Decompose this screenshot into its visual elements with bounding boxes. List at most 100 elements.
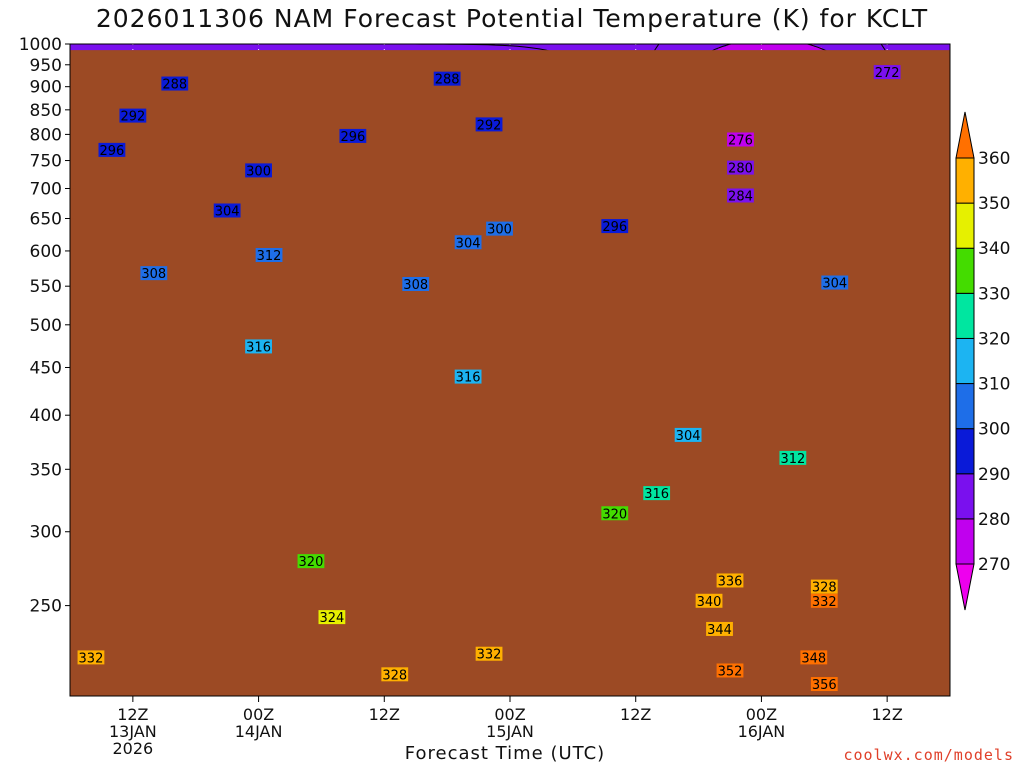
y-tick-label: 350 (30, 460, 62, 480)
contour-label: 300 (246, 164, 271, 179)
colorbar-band (955, 473, 975, 520)
contour-label: 276 (728, 133, 753, 148)
contour-label-bg (643, 486, 671, 501)
x-tick-label: 13JAN (109, 722, 157, 741)
contour-label-bg (297, 554, 325, 569)
credit-link[interactable]: coolwx.com/models (843, 746, 1014, 764)
colorbar-tick-label: 290 (978, 465, 1010, 485)
contour-label: 332 (477, 648, 502, 663)
contour-label: 288 (435, 73, 460, 88)
colorbar-tick-label: 320 (978, 329, 1010, 349)
colorbar-top-arrow (955, 111, 975, 159)
contour-label-bg (161, 76, 189, 91)
contour-label-bg (98, 142, 126, 157)
contour-label: 320 (602, 507, 627, 522)
contour-label: 344 (707, 623, 732, 638)
contour-label-bg (821, 275, 849, 290)
y-tick-label: 900 (30, 78, 62, 98)
x-tick-label: 16JAN (738, 722, 786, 741)
contour-label-bg (716, 663, 744, 678)
colorbar-band (955, 292, 975, 339)
contour-label-bg (255, 248, 283, 263)
contour-label: 272 (875, 66, 900, 81)
x-tick-label: 00Z (243, 705, 274, 724)
contour-label-bg (245, 339, 272, 354)
colorbar-band (955, 337, 975, 385)
contour-label: 320 (299, 555, 324, 570)
colorbar-bottom-arrow (955, 563, 975, 611)
colorbar-tick-label: 350 (978, 194, 1010, 214)
x-tick-label: 14JAN (235, 722, 283, 741)
contour-label: 292 (477, 118, 502, 133)
contour-label-bg (810, 677, 838, 692)
x-tick-label: 12Z (117, 705, 148, 724)
contour-label-bg (810, 593, 838, 608)
y-tick-label: 400 (30, 406, 62, 426)
contour-label: 328 (812, 581, 837, 596)
colorbar-tick-label: 270 (978, 555, 1010, 575)
contour-label: 296 (602, 220, 627, 235)
contour-label-bg (601, 219, 629, 234)
x-axis-label: Forecast Time (UTC) (330, 743, 680, 764)
contour-label-bg (727, 188, 754, 203)
contour-label-bg (695, 593, 723, 608)
contour-label-bg (674, 427, 702, 442)
y-tick-label: 800 (30, 125, 62, 145)
contour-label-bg (873, 65, 901, 80)
contour-label-bg (381, 667, 409, 682)
contour-label: 288 (162, 78, 187, 93)
colorbar-band (955, 383, 975, 430)
contour-label-bg (716, 573, 744, 588)
y-tick-label: 750 (30, 152, 62, 172)
contour-label-bg (402, 276, 430, 291)
contour-label: 308 (403, 278, 428, 293)
y-tick-label: 950 (30, 56, 62, 76)
contour-label: 304 (676, 429, 701, 444)
y-tick-label: 250 (30, 597, 62, 617)
y-tick-label: 1000 (19, 35, 62, 55)
contour-label-bg (454, 235, 482, 250)
x-tick-label: 12Z (871, 705, 902, 724)
colorbar: 270 280 290 300 310 320 330 340 350 360 (955, 111, 1010, 611)
contour-label: 312 (257, 249, 282, 264)
y-tick-label: 500 (30, 316, 62, 336)
y-tick-label: 450 (30, 358, 62, 378)
contour-label-bg (475, 646, 503, 661)
contour-label: 356 (812, 678, 837, 693)
contour-label: 304 (822, 277, 847, 292)
colorbar-tick-label: 330 (978, 284, 1010, 304)
contour-label: 336 (718, 574, 743, 589)
x-tick-label: 2026 (112, 739, 153, 758)
contour-label-bg (800, 650, 828, 665)
contour-label: 352 (718, 664, 743, 679)
contour-label: 312 (780, 452, 805, 467)
x-tick-label: 12Z (369, 705, 400, 724)
colorbar-tick-label: 280 (978, 510, 1010, 530)
contour-label-layer: 3323283323243203523563483443403363323283… (77, 65, 901, 693)
contour-label: 332 (812, 595, 837, 610)
colorbar-band (955, 428, 975, 475)
contour-label-bg (140, 266, 168, 281)
x-tick-label: 15JAN (486, 722, 534, 741)
contour-label: 316 (644, 487, 669, 502)
y-tick-label: 600 (30, 242, 62, 262)
contour-label-bg (601, 506, 629, 521)
contour-label-bg (119, 108, 147, 123)
contour-label: 328 (382, 668, 407, 683)
x-tick-label: 00Z (746, 705, 777, 724)
contour-label: 308 (141, 267, 166, 282)
contour-label: 348 (801, 651, 826, 666)
colorbar-tick-label: 360 (978, 149, 1010, 169)
contour-label-bg (486, 221, 513, 236)
contour-label: 316 (456, 371, 481, 386)
contour-label-bg (706, 621, 733, 636)
contour-label: 292 (120, 110, 145, 125)
contour-label-bg (318, 610, 346, 625)
contour-label: 304 (456, 236, 481, 251)
contour-label-bg (475, 117, 503, 132)
contour-label: 296 (340, 130, 365, 145)
contour-label-bg (213, 203, 241, 218)
y-axis: 250 300 350 400 450 500 550 600 650 700 750 800 850 9… (19, 35, 70, 617)
